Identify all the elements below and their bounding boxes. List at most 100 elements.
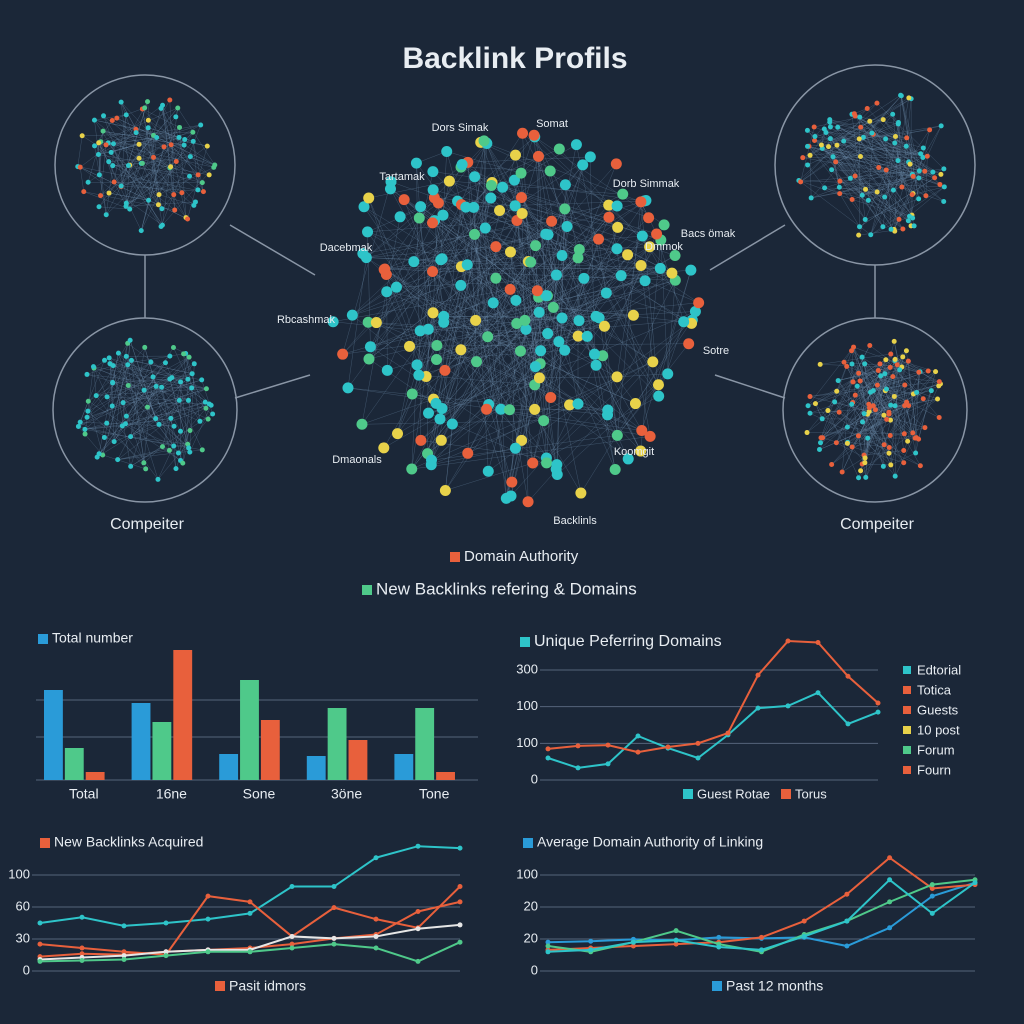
edge [855, 115, 896, 137]
node [363, 353, 375, 365]
node [941, 166, 947, 172]
edge [434, 220, 468, 265]
edge [118, 352, 162, 388]
edge [855, 115, 907, 147]
node [482, 465, 494, 477]
edge [516, 220, 597, 317]
edge [416, 322, 444, 365]
node [899, 184, 905, 190]
edge [125, 156, 191, 207]
point [755, 672, 761, 678]
network-label: Bacs ömak [681, 228, 736, 240]
edge [113, 114, 127, 183]
node [887, 364, 893, 370]
node [547, 301, 559, 313]
node [653, 390, 665, 402]
edge [506, 312, 540, 499]
edge [822, 390, 874, 420]
point [635, 749, 641, 755]
node [883, 136, 889, 142]
edge [80, 105, 163, 168]
node [128, 357, 134, 363]
edge [116, 117, 215, 166]
edge [109, 363, 115, 442]
node [644, 430, 656, 442]
node [392, 428, 404, 440]
point [605, 742, 611, 748]
edge [180, 381, 189, 448]
edge [444, 143, 488, 371]
edge [118, 353, 159, 480]
edge [538, 156, 548, 334]
node [935, 396, 941, 402]
edge [868, 383, 941, 405]
node [413, 369, 425, 381]
edge [155, 401, 206, 419]
edge [854, 156, 861, 177]
node [892, 356, 898, 362]
y-tick-label: 0 [531, 962, 538, 977]
node [156, 192, 162, 198]
node [860, 419, 866, 425]
edge [361, 285, 461, 425]
node [411, 359, 423, 371]
edge [521, 217, 610, 441]
edge [863, 137, 942, 175]
edge [808, 146, 866, 220]
point [695, 755, 701, 761]
bar [415, 708, 435, 780]
edge [112, 382, 201, 422]
edge [841, 367, 891, 473]
edge [869, 383, 941, 408]
node [906, 95, 912, 101]
edge [434, 197, 516, 206]
edge [547, 238, 599, 297]
edge [922, 125, 942, 158]
node [517, 127, 529, 139]
node [666, 267, 678, 279]
node [900, 354, 906, 360]
edge [446, 151, 522, 174]
node [553, 336, 565, 348]
edge [461, 266, 502, 410]
edge [180, 401, 206, 432]
edge [798, 145, 838, 181]
edge [160, 108, 204, 192]
node [662, 368, 674, 380]
edge [901, 95, 927, 196]
edge [827, 410, 890, 454]
edge [863, 95, 902, 138]
edge [383, 280, 676, 449]
edge [831, 95, 902, 170]
node [520, 323, 532, 335]
edge [99, 141, 101, 175]
node [531, 285, 543, 297]
node [597, 350, 609, 362]
edge [148, 120, 215, 166]
network-label: Rbcashmak [277, 314, 336, 326]
node [173, 466, 179, 472]
node [166, 447, 172, 453]
node [542, 328, 554, 340]
edge [98, 144, 140, 155]
node [870, 403, 876, 409]
edge [859, 380, 884, 467]
edge [836, 370, 879, 443]
edge [839, 412, 921, 466]
edge [189, 363, 195, 453]
edge [431, 435, 618, 461]
edge [868, 134, 874, 201]
edge [499, 210, 549, 235]
node [880, 224, 886, 230]
edge [545, 226, 568, 296]
edge [162, 105, 172, 145]
edge [885, 138, 892, 230]
edge [84, 422, 107, 430]
edge [819, 398, 938, 450]
edge [142, 108, 180, 128]
edge [86, 365, 114, 375]
edge [520, 173, 558, 475]
edge [80, 421, 115, 442]
edge [153, 108, 162, 136]
